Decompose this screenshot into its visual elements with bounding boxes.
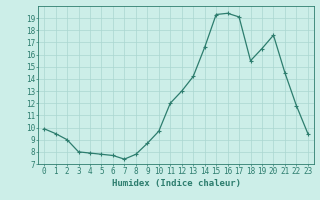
X-axis label: Humidex (Indice chaleur): Humidex (Indice chaleur) bbox=[111, 179, 241, 188]
